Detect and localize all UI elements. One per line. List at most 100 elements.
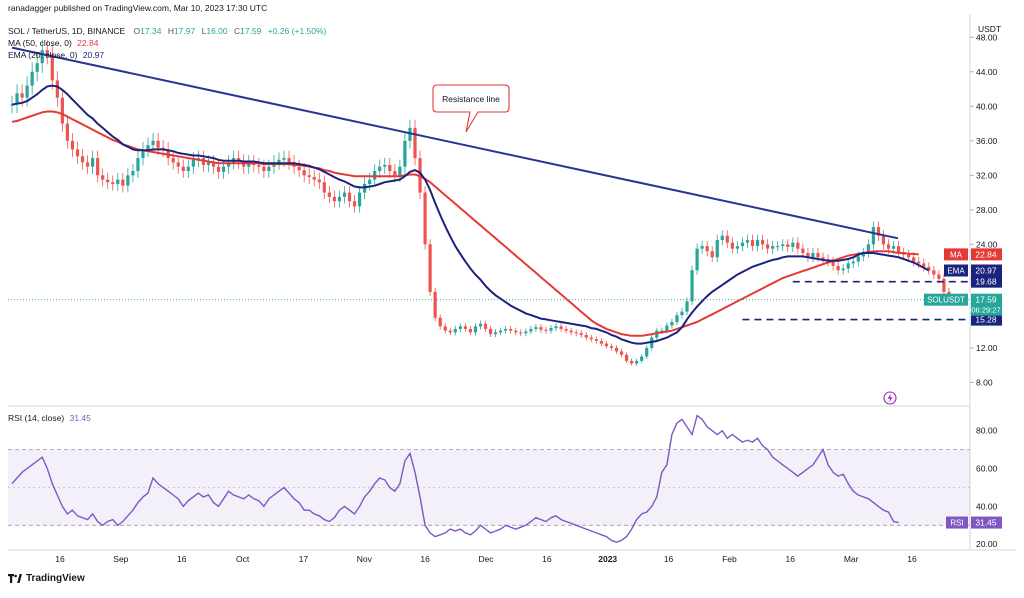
candle-body [861,252,865,257]
ema-legend[interactable]: EMA (20, close, 0) 20.97 [8,50,104,60]
ema-badge-label: EMA [947,267,965,276]
time-tick-label: 16 [907,554,917,564]
price-tick-label: 44.00 [976,67,998,77]
candle-body [599,341,603,344]
candle-body [680,311,684,316]
countdown-label: 06:29:27 [971,306,1000,315]
candle-body [15,93,19,105]
candle-body [841,268,845,271]
symbol-badge [924,293,968,306]
candle-body [408,127,412,141]
candle-body [776,246,780,248]
candle-body [428,244,432,292]
candle-body [468,328,473,333]
rsi-legend-value: 31.45 [69,413,91,423]
time-tick-label: Mar [844,554,859,564]
price-axis-currency: USDT [978,24,1001,34]
candle-body [302,170,306,176]
tradingview-brand: TradingView [26,573,85,584]
candle-body [30,71,34,86]
candle-body [619,351,624,355]
candle-body [942,278,946,292]
candle-body [912,257,916,262]
candle-body [791,242,795,247]
candle-body [423,192,427,245]
candle-body [846,263,850,269]
ma-legend[interactable]: MA (50, close, 0) 22.84 [8,38,98,48]
resistance-line [11,46,899,240]
rsi-legend-label: RSI (14, close) [8,413,65,423]
publisher-note: ranadagger published on TradingView.com,… [8,3,267,13]
candle-body [247,162,251,167]
candle-body [665,325,669,331]
rsi-badge-label: RSI [950,519,963,528]
candle-body [866,244,870,253]
price-tick-label: 28.00 [976,205,998,215]
candle-body [720,235,724,241]
candle-body [312,177,316,180]
support-level-label: 19.68 [975,277,997,287]
rsi-badge [946,516,968,529]
ohlc-high: 17.97 [173,26,196,36]
candle-body [750,240,755,247]
candle-body [740,242,745,247]
candle-body [80,156,85,163]
candle-body [493,332,498,335]
candle-body [156,140,160,148]
rsi-value-badge [971,516,1002,529]
rsi-line [11,414,899,544]
candle-body [881,235,886,245]
time-tick-label: 2023 [598,554,617,564]
candle-body [337,196,342,202]
candle-body [509,328,513,331]
candle-body [191,159,195,167]
candle-body [907,254,911,258]
candle-body [660,330,664,332]
candle-body [821,257,825,260]
candle-body [453,328,457,333]
candle-body [131,171,135,176]
candle-body [609,346,614,348]
candle-body [307,175,311,178]
rsi-legend[interactable]: RSI (14, close) 31.45 [8,413,91,423]
candle-body [176,162,180,167]
candle-body [458,326,462,329]
candle-body [20,93,24,98]
candle-body [604,343,609,347]
candle-body [347,192,352,202]
ohlc-high-label: H [167,26,174,36]
ohlc-close-label: C [234,26,241,36]
last-price-badge [971,293,1002,316]
time-tick-label: Sep [113,554,128,564]
candle-body [473,326,478,333]
candle-body [594,339,598,342]
price-tick-label: 24.00 [976,239,998,249]
symbol-badge-label: SOLUSDT [927,296,965,305]
candle-body [499,330,503,333]
candle-body [725,235,729,243]
candle-body [781,244,785,247]
candle-body [735,246,739,249]
candle-body [771,246,775,249]
time-tick-label: Dec [478,554,494,564]
candle-body [836,265,840,271]
ma-legend-value: 22.84 [77,38,99,48]
candle-body [10,104,14,106]
rsi-value-label: 31.45 [975,518,997,528]
candle-body [755,240,760,247]
candle-body [554,326,558,329]
candle-body [126,175,130,186]
candle-body [816,252,820,258]
candle-body [116,179,120,184]
tradingview-logo[interactable]: TradingView [8,573,85,584]
candle-body [448,330,452,333]
candle-body [25,85,29,98]
candle-body [715,240,719,258]
candle-body [695,248,699,271]
candle-body [277,159,281,163]
candle-body [871,227,876,245]
ma-badge [944,248,968,261]
ohlc-change: +0.26 (+1.50%) [267,26,327,36]
candle-body [927,266,931,271]
